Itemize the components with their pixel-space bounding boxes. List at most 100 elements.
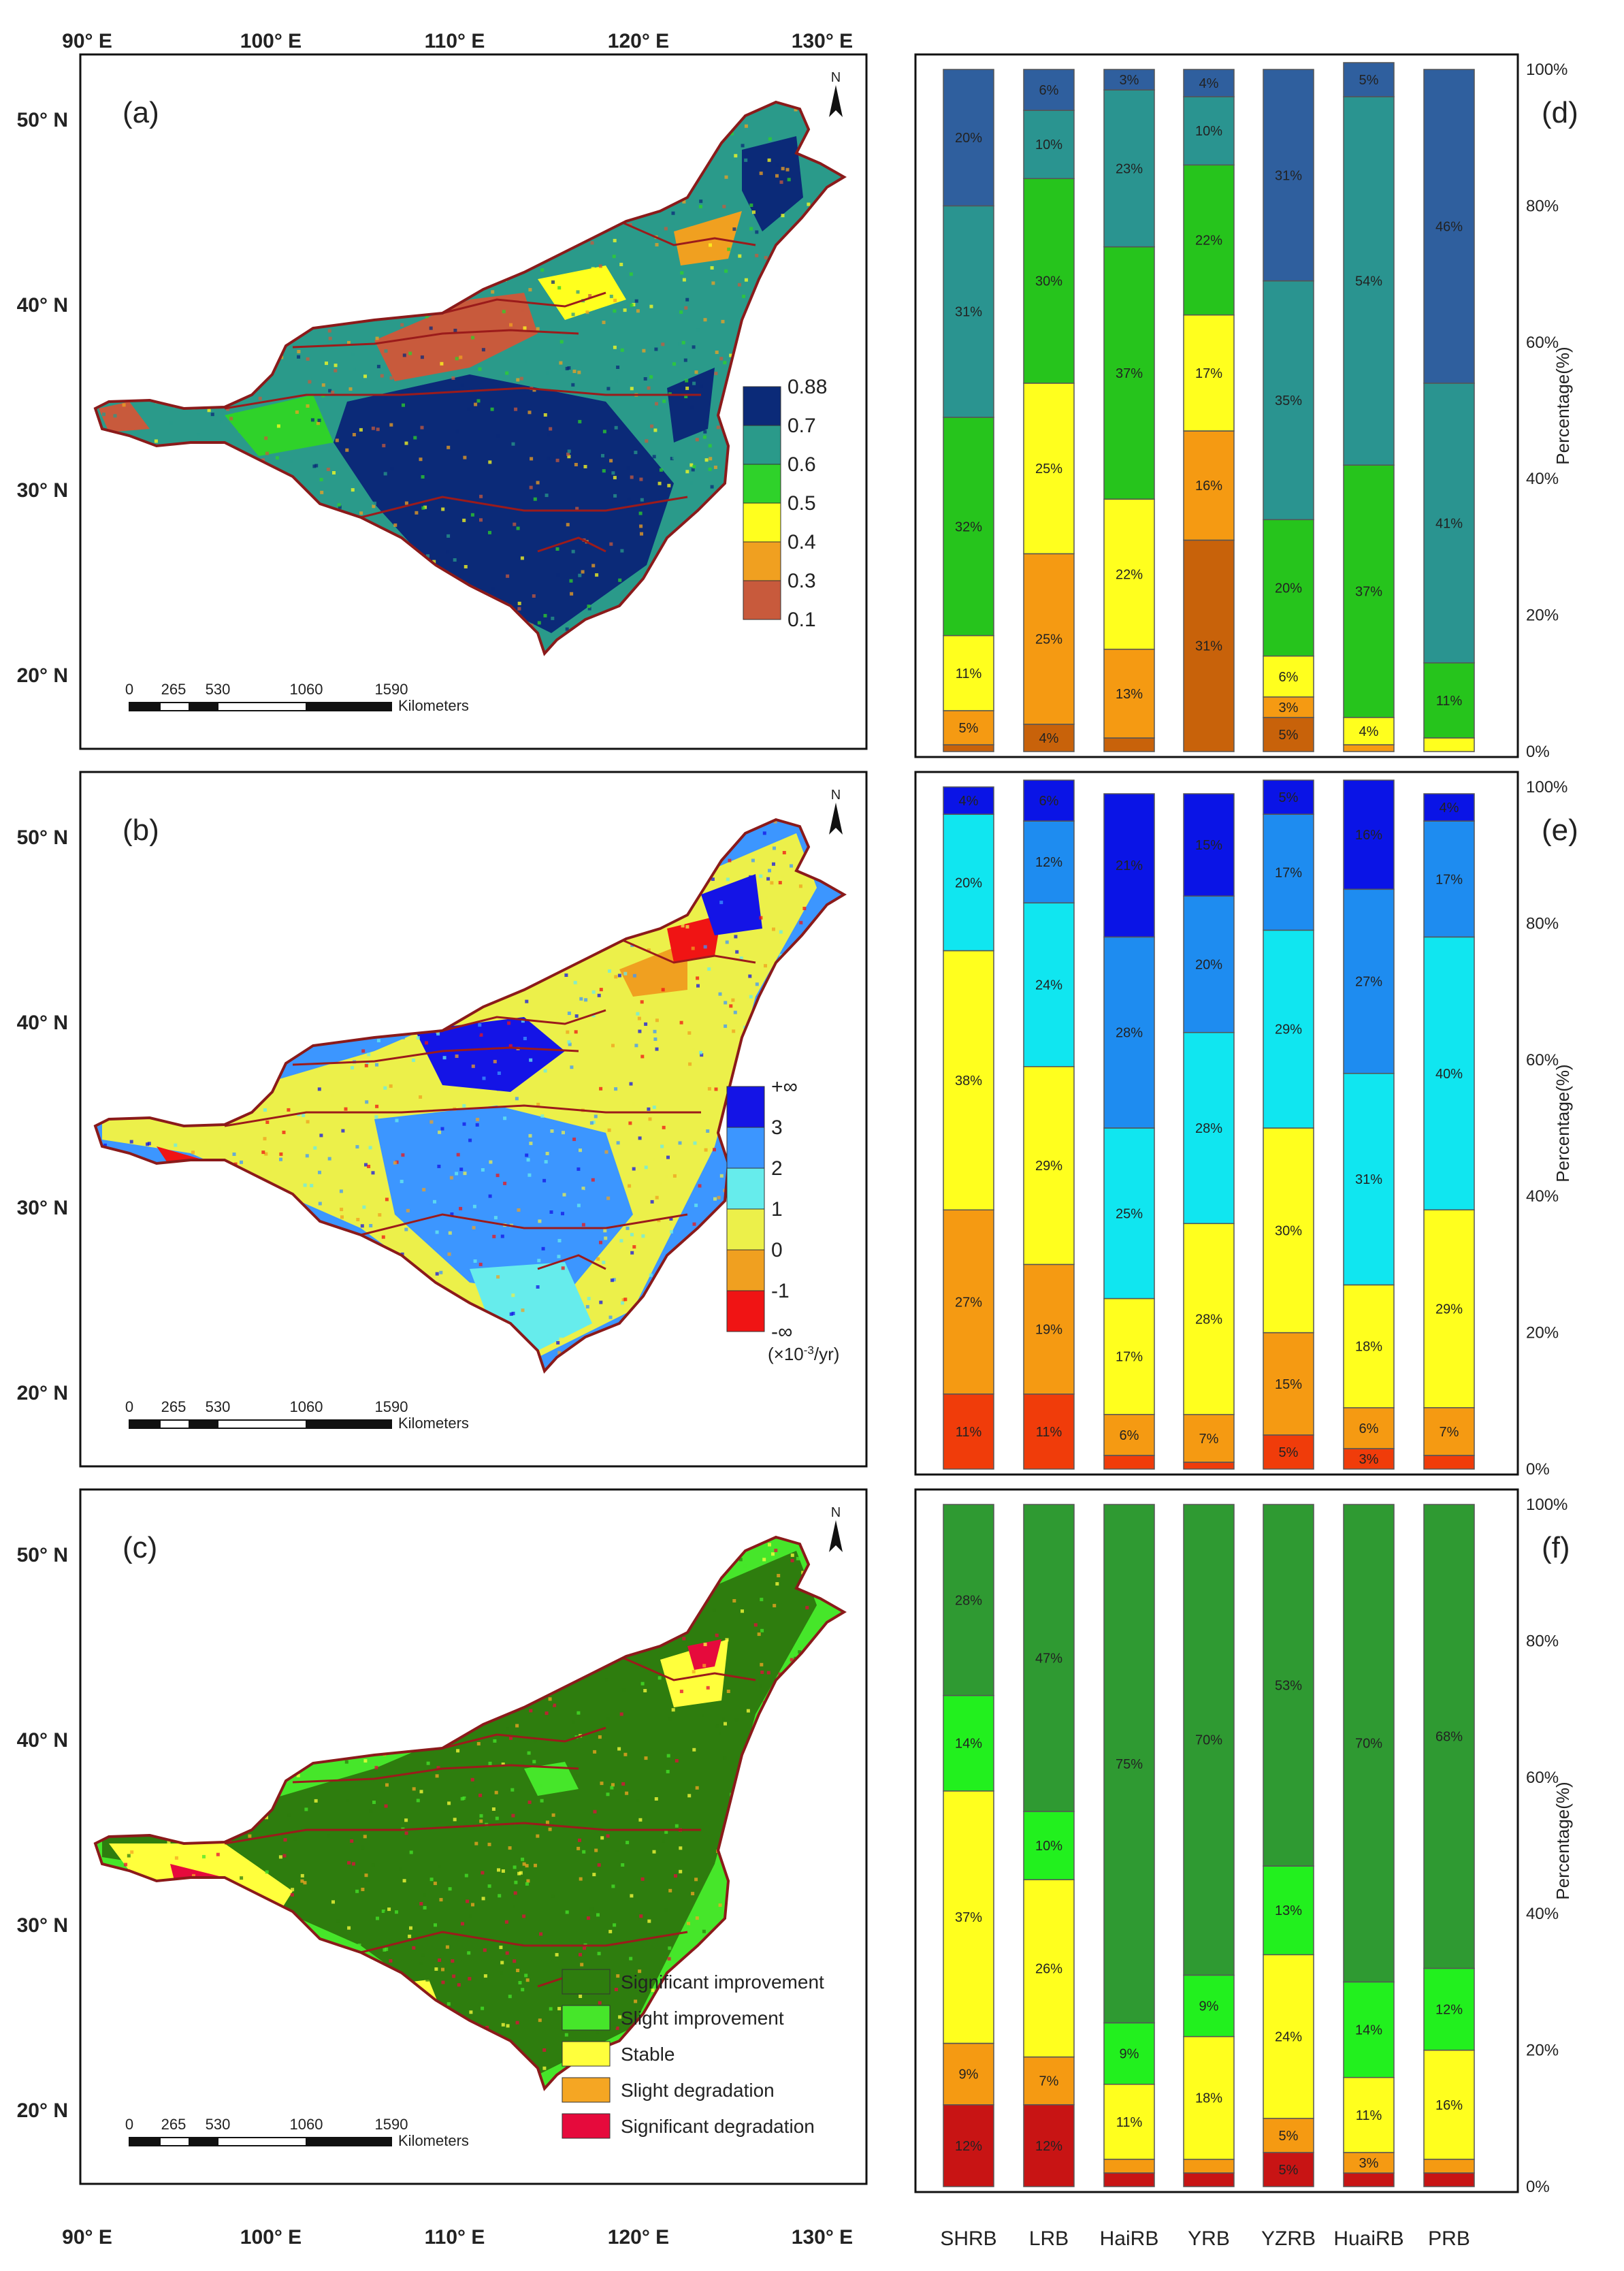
bar-segment bbox=[1343, 2172, 1395, 2187]
raster-speckle bbox=[685, 924, 689, 929]
data-label: 17% bbox=[1116, 1350, 1143, 1365]
raster-speckle bbox=[446, 443, 449, 447]
raster-speckle bbox=[485, 1130, 488, 1134]
raster-speckle bbox=[366, 1061, 370, 1065]
raster-speckle bbox=[644, 1756, 648, 1760]
bottom-lon-label: 120° E bbox=[608, 2226, 669, 2249]
raster-speckle bbox=[574, 463, 578, 466]
raster-speckle bbox=[630, 452, 634, 455]
bar-stack-YRB: 31% 16% 17% 22% 10% 4% bbox=[1183, 69, 1235, 752]
y-tick-label: 80% bbox=[1526, 197, 1559, 215]
bar-stack-PRB: 16% 12% 68% bbox=[1423, 1504, 1475, 2187]
raster-speckle bbox=[261, 1150, 265, 1155]
raster-speckle bbox=[649, 375, 653, 379]
raster-speckle bbox=[276, 424, 280, 428]
raster-speckle bbox=[630, 475, 634, 479]
raster-speckle bbox=[291, 1888, 295, 1892]
raster-speckle bbox=[629, 1956, 633, 1961]
raster-speckle bbox=[548, 1697, 552, 1701]
legend-swatch bbox=[726, 1249, 765, 1291]
raster-speckle bbox=[607, 1128, 611, 1132]
raster-speckle bbox=[664, 1174, 668, 1178]
raster-speckle bbox=[557, 1351, 562, 1355]
north-label: N bbox=[831, 1505, 841, 1520]
legend-swatch bbox=[726, 1208, 765, 1251]
data-label: 28% bbox=[955, 1593, 982, 1608]
raster-speckle bbox=[661, 342, 665, 347]
raster-speckle bbox=[608, 969, 611, 973]
data-label: 9% bbox=[1120, 2047, 1139, 2062]
legend-label: 0.5 bbox=[787, 492, 816, 515]
raster-speckle bbox=[169, 421, 173, 425]
raster-speckle bbox=[411, 324, 415, 328]
raster-speckle bbox=[491, 402, 494, 406]
raster-speckle bbox=[316, 1168, 321, 1172]
data-label: 24% bbox=[1275, 2030, 1302, 2045]
raster-speckle bbox=[461, 1922, 464, 1926]
bar-segment bbox=[1263, 519, 1314, 657]
raster-speckle bbox=[623, 971, 628, 976]
legend-label: 0.1 bbox=[787, 609, 816, 631]
bar-segment bbox=[1023, 1394, 1075, 1470]
raster-speckle bbox=[318, 1170, 321, 1174]
raster-speckle bbox=[432, 560, 436, 564]
raster-speckle bbox=[578, 419, 582, 423]
raster-speckle bbox=[556, 1341, 560, 1344]
raster-speckle bbox=[456, 1749, 460, 1753]
raster-speckle bbox=[488, 530, 491, 534]
raster-speckle bbox=[721, 319, 725, 323]
raster-speckle bbox=[265, 1816, 268, 1820]
raster-speckle bbox=[488, 460, 492, 464]
raster-speckle bbox=[348, 387, 353, 391]
legend-label: -1 bbox=[771, 1280, 790, 1302]
raster-speckle bbox=[779, 180, 783, 184]
raster-speckle bbox=[365, 1100, 369, 1104]
raster-speckle bbox=[302, 1114, 306, 1117]
y-axis-label: Percentage(%) bbox=[1553, 347, 1573, 464]
raster-speckle bbox=[639, 524, 643, 528]
raster-zone bbox=[524, 1762, 579, 1796]
data-label: 12% bbox=[1035, 2139, 1062, 2154]
scale-tick-label: 265 bbox=[161, 2116, 186, 2133]
raster-speckle bbox=[529, 1142, 533, 1146]
raster-speckle bbox=[728, 918, 732, 922]
raster-speckle bbox=[587, 605, 591, 609]
raster-speckle bbox=[473, 1259, 477, 1263]
bar-segment bbox=[1423, 1504, 1475, 1969]
bar-segment bbox=[1183, 539, 1235, 752]
raster-speckle bbox=[715, 1724, 719, 1728]
raster-speckle bbox=[525, 1153, 529, 1157]
y-tick-label: 0% bbox=[1526, 1460, 1550, 1479]
raster-speckle bbox=[634, 1999, 638, 2003]
bar-segment bbox=[943, 1394, 994, 1470]
bar-segment bbox=[1263, 2152, 1314, 2187]
panel-label: (b) bbox=[123, 814, 159, 847]
legend-label: 0 bbox=[771, 1239, 783, 1261]
legend-swatch bbox=[562, 2005, 611, 2031]
raster-speckle bbox=[174, 1143, 178, 1147]
data-label: 12% bbox=[955, 2139, 982, 2154]
north-label: N bbox=[831, 788, 841, 803]
raster-speckle bbox=[425, 1041, 428, 1045]
raster-speckle bbox=[481, 2006, 485, 2010]
raster-speckle bbox=[308, 380, 312, 384]
raster-speckle bbox=[606, 387, 611, 391]
raster-speckle bbox=[591, 1178, 595, 1182]
raster-speckle bbox=[612, 255, 616, 259]
data-label: 23% bbox=[1116, 161, 1143, 176]
basin-boundary bbox=[619, 937, 756, 964]
raster-speckle bbox=[467, 1951, 471, 1955]
raster-speckle bbox=[385, 1197, 389, 1202]
raster-speckle bbox=[376, 1039, 380, 1043]
scale-segment bbox=[159, 2137, 190, 2146]
raster-speckle bbox=[752, 210, 756, 214]
raster-speckle bbox=[626, 466, 630, 470]
raster-speckle bbox=[741, 144, 745, 148]
raster-speckle bbox=[519, 376, 523, 381]
y-tick-label: 100% bbox=[1526, 1496, 1568, 1514]
raster-speckle bbox=[731, 998, 735, 1002]
raster-speckle bbox=[504, 1920, 508, 1924]
raster-speckle bbox=[537, 621, 541, 625]
bar-segment bbox=[1023, 178, 1075, 384]
raster-speckle bbox=[362, 1205, 366, 1209]
